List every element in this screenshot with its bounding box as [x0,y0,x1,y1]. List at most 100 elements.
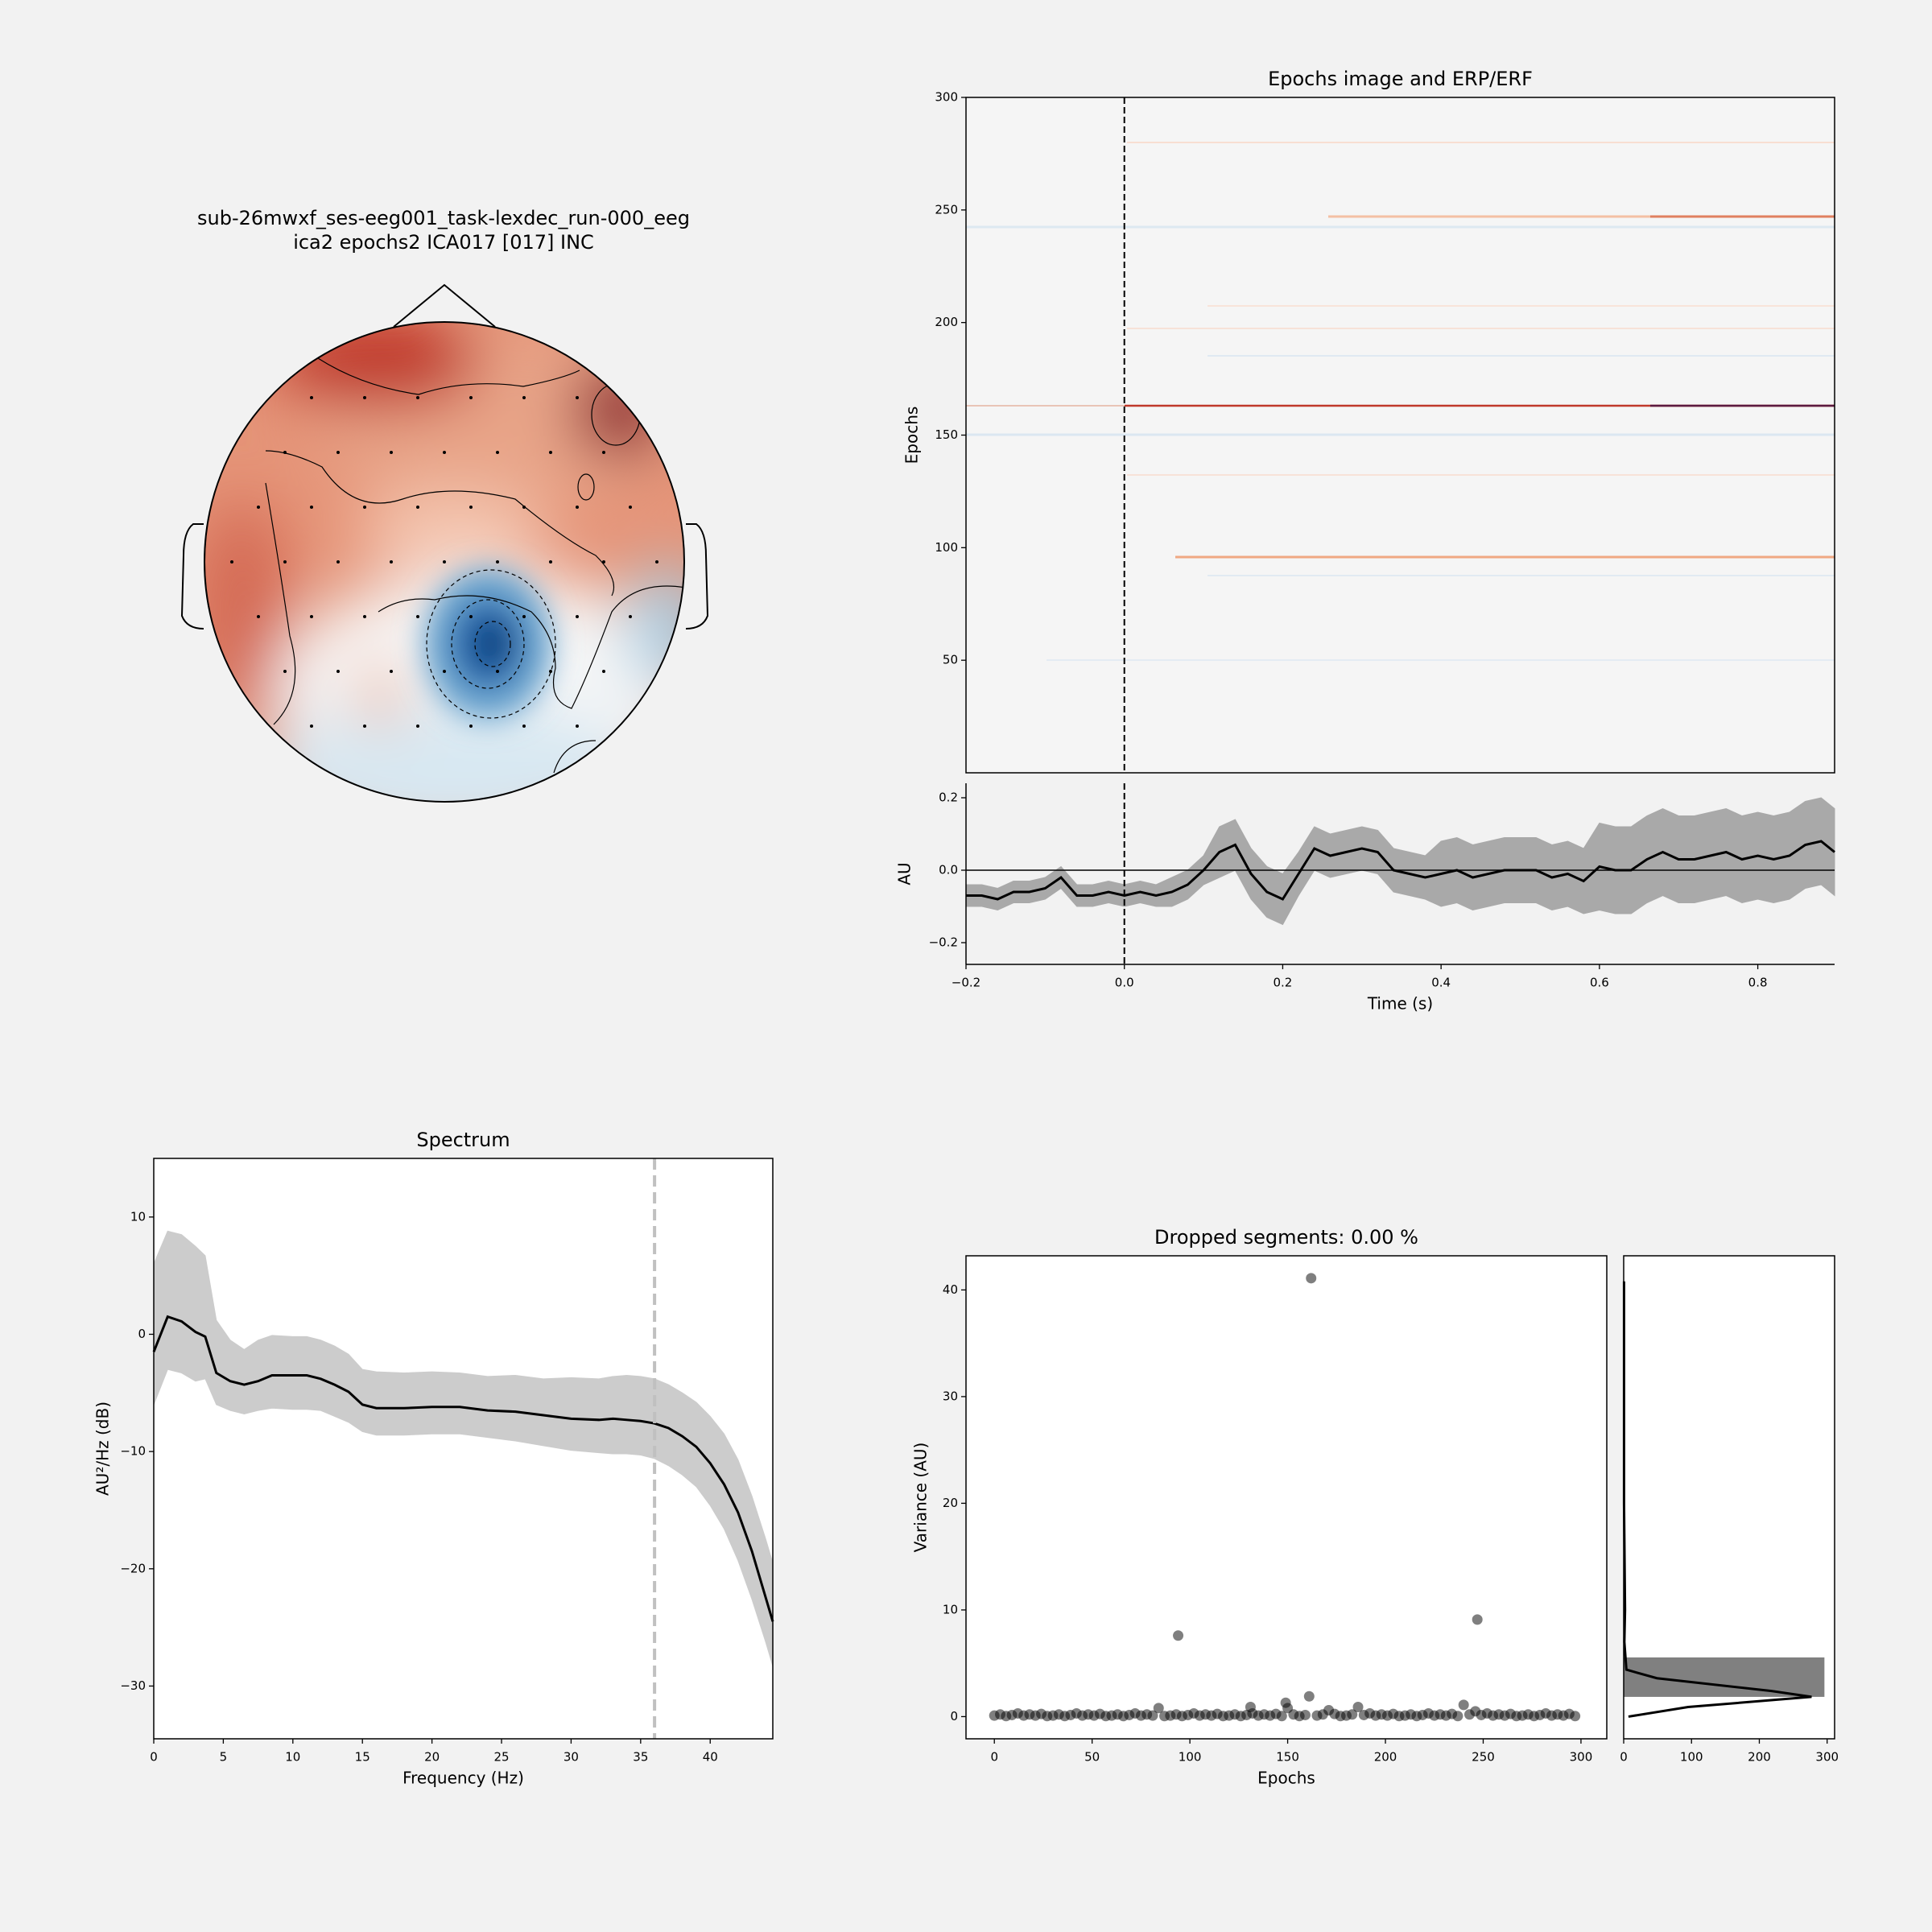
sensor [443,560,446,564]
confidence-band [965,797,1835,926]
spine [1623,1255,1835,1740]
y-tick-label: −0.2 [929,935,958,950]
scatter-point [1452,1711,1463,1722]
x-tick-label: 0.4 [1431,976,1451,990]
topomap-field [204,322,684,802]
sensor [443,670,446,673]
scatter-point [1303,1690,1315,1702]
density-line [1622,1281,1812,1718]
y-tick-label: 0.0 [939,863,958,877]
sensor [576,724,579,728]
y-tick-label: −10 [120,1444,146,1459]
left-ear [180,523,204,630]
sensor [283,670,287,673]
y-tick-label: 0.2 [939,791,958,805]
y-tick-label: 10 [130,1209,146,1224]
x-tick-label: 15 [355,1750,370,1765]
scatter-point [1299,1709,1311,1720]
sensor [496,560,499,564]
sensor [496,451,499,454]
x-tick-label: 200 [1374,1750,1397,1765]
y-axis-label: AU [895,862,914,885]
x-tick-label: 0.2 [1274,976,1293,990]
x-tick-label: 0 [150,1750,158,1765]
sensor [230,560,233,564]
sensor [549,670,552,673]
y-tick-label: 200 [935,315,958,329]
sensor [390,670,393,673]
mean-line [152,1315,774,1622]
scatter-point [1347,1709,1358,1720]
sensor [655,560,658,564]
epochs-image [966,97,1835,773]
y-tick-label: 40 [943,1282,958,1297]
y-tick-label: −20 [120,1561,146,1575]
scatter-point [1276,1711,1287,1722]
scatter-point [1570,1711,1581,1722]
x-tick-label: 25 [493,1750,509,1765]
x-tick-label: 0.0 [1115,976,1134,990]
sensor [336,670,340,673]
sensor [549,560,552,564]
sensor [390,451,393,454]
x-tick-label: 5 [220,1750,228,1765]
sensor [363,396,366,399]
x-tick-label: 300 [1815,1750,1839,1765]
mean-line [966,840,1835,901]
axes-background [966,1256,1607,1739]
y-tick-label: 0 [138,1327,146,1341]
sensor [496,670,499,673]
y-tick-label: 250 [935,202,958,217]
x-tick-label: 250 [1472,1750,1495,1765]
sensor [283,451,287,454]
y-tick-label: 300 [935,90,958,105]
sensor [576,615,579,618]
sensor [310,396,313,399]
sensor [549,451,552,454]
scatter-point [1352,1702,1364,1713]
spine [153,1158,774,1740]
sensor [283,560,287,564]
y-tick-label: 10 [943,1602,958,1616]
y-tick-label: 100 [935,540,958,555]
x-axis-label: Frequency (Hz) [402,1769,524,1788]
sensor [602,560,605,564]
x-tick-label: 300 [1570,1750,1593,1765]
sensor [310,724,313,728]
x-tick-label: 50 [1084,1750,1100,1765]
sensor [416,396,419,399]
axes-title: Spectrum [416,1129,510,1151]
x-tick-label: 200 [1748,1750,1771,1765]
right-ear [685,523,709,630]
sensor [416,506,419,509]
x-tick-label: 150 [1276,1750,1299,1765]
nose [393,283,496,328]
scatter-point [1458,1699,1469,1711]
sensor [602,451,605,454]
sensor [416,724,419,728]
axes-title: Dropped segments: 0.00 % [1154,1226,1418,1249]
x-tick-label: 20 [424,1750,440,1765]
sensor [390,560,393,564]
sensor [416,615,419,618]
sensor [310,615,313,618]
sensor [257,615,260,618]
spine [965,1255,1608,1740]
sensor [576,506,579,509]
sensor [602,670,605,673]
sensor [363,724,366,728]
x-tick-label: 0.8 [1748,976,1768,990]
x-tick-label: 100 [1179,1750,1202,1765]
sensor [336,560,340,564]
y-tick-label: 0 [950,1709,958,1724]
y-axis-label: AU²/Hz (dB) [93,1402,113,1496]
x-axis-label: Epochs [1257,1769,1315,1788]
sensor [522,615,526,618]
scatter-point [1147,1710,1158,1721]
y-axis-label: Epochs [902,407,922,464]
sensor-dots [230,396,658,728]
x-tick-label: 0 [990,1750,998,1765]
x-tick-label: 10 [285,1750,300,1765]
